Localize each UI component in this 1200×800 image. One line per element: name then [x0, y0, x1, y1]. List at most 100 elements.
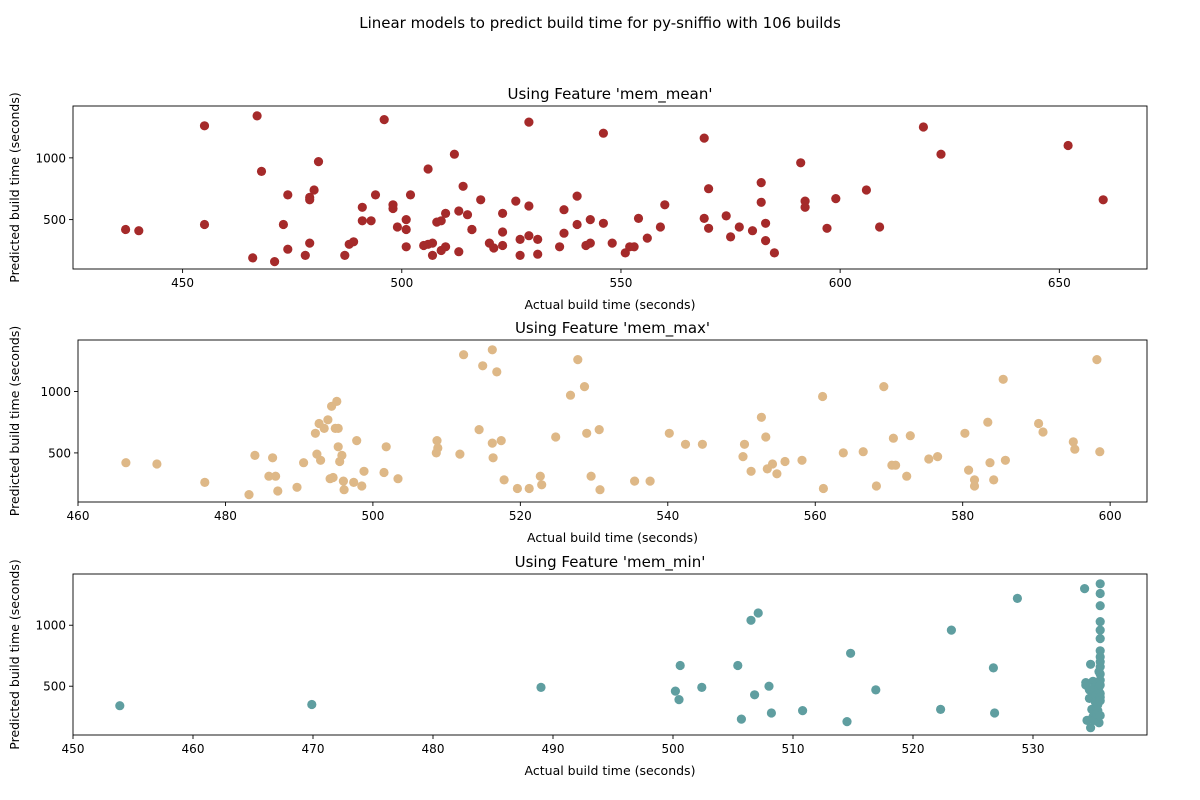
- data-point: [595, 485, 605, 495]
- data-point: [305, 238, 315, 248]
- data-point: [283, 244, 293, 254]
- data-point: [392, 222, 402, 232]
- data-point: [1095, 588, 1105, 599]
- data-point: [474, 425, 484, 435]
- subplot-title: Using Feature 'mem_mean': [508, 85, 713, 104]
- data-point: [1034, 418, 1044, 429]
- data-point: [496, 436, 506, 446]
- x-tick-label: 560: [804, 509, 827, 523]
- data-point: [455, 449, 465, 459]
- x-tick-label: 540: [656, 509, 679, 523]
- y-tick-label: 500: [43, 213, 66, 227]
- axes-frame: [77, 339, 1148, 503]
- data-point: [988, 663, 999, 673]
- x-tick-label: 470: [302, 742, 325, 756]
- data-point: [449, 149, 459, 159]
- data-point: [533, 249, 543, 259]
- data-point: [524, 483, 534, 494]
- data-point: [535, 471, 545, 481]
- data-point: [423, 164, 433, 174]
- y-tick-label: 1000: [35, 619, 66, 633]
- data-point: [607, 238, 617, 248]
- data-point: [983, 417, 993, 427]
- data-point: [753, 608, 763, 618]
- data-point: [1095, 617, 1105, 627]
- data-point: [875, 222, 885, 232]
- data-point: [499, 475, 509, 485]
- data-point: [1080, 584, 1090, 594]
- data-point: [467, 224, 477, 235]
- data-point: [256, 166, 267, 176]
- data-point: [924, 454, 934, 464]
- data-point: [454, 206, 464, 216]
- data-point: [152, 459, 162, 469]
- data-point: [582, 428, 592, 438]
- data-point: [401, 215, 411, 225]
- data-point: [846, 648, 856, 658]
- data-point: [316, 455, 326, 465]
- data-point: [871, 685, 881, 695]
- data-point: [769, 248, 780, 258]
- data-point: [697, 439, 708, 449]
- data-point: [721, 211, 731, 221]
- data-point: [273, 486, 283, 496]
- data-point: [756, 412, 767, 422]
- data-point: [1095, 625, 1105, 635]
- x-tick-label: 460: [182, 742, 205, 756]
- data-point: [738, 452, 748, 462]
- data-point: [1063, 140, 1073, 151]
- data-point: [660, 200, 670, 210]
- data-point: [310, 428, 320, 438]
- data-point: [985, 458, 995, 468]
- data-point: [536, 682, 546, 693]
- data-point: [746, 615, 756, 625]
- data-point: [379, 115, 389, 125]
- data-point: [427, 238, 438, 248]
- data-point: [902, 471, 912, 481]
- data-point: [598, 128, 609, 138]
- data-point: [675, 660, 685, 671]
- x-tick-label: 600: [1099, 509, 1122, 523]
- data-point: [1092, 355, 1102, 365]
- x-tick-label: 500: [662, 742, 685, 756]
- data-point: [551, 432, 561, 442]
- data-point: [388, 200, 398, 210]
- x-tick-label: 490: [542, 742, 565, 756]
- x-tick-label: 450: [62, 742, 85, 756]
- y-axis-label: Predicted build time (seconds): [7, 92, 22, 282]
- data-point: [199, 219, 210, 230]
- data-point: [936, 149, 946, 159]
- data-point: [1012, 593, 1023, 604]
- x-tick-label: 460: [67, 509, 90, 523]
- data-point: [462, 210, 473, 220]
- y-axis-label: Predicted build time (seconds): [7, 326, 22, 516]
- data-point: [349, 237, 359, 247]
- data-point: [572, 191, 582, 201]
- data-point: [352, 436, 362, 446]
- data-point: [766, 708, 777, 718]
- data-point: [379, 467, 389, 478]
- data-point: [357, 202, 367, 212]
- data-point: [739, 439, 750, 449]
- data-point: [524, 231, 534, 241]
- data-point: [459, 350, 469, 360]
- data-point: [1095, 696, 1105, 706]
- x-axis-label: Actual build time (seconds): [525, 763, 696, 778]
- subplot-1: Using Feature 'mem_mean' 450 500 550 600 650 5…: [7, 85, 1148, 312]
- data-point: [248, 253, 258, 263]
- data-point: [338, 476, 348, 486]
- data-point: [370, 190, 381, 200]
- data-points: [121, 111, 1108, 267]
- data-point: [305, 195, 315, 205]
- x-axis-label: Actual build time (seconds): [525, 297, 696, 312]
- data-point: [699, 133, 709, 143]
- data-point: [750, 690, 760, 700]
- subplot-title: Using Feature 'mem_max': [515, 319, 710, 338]
- data-point: [292, 482, 302, 492]
- data-point: [1095, 680, 1105, 690]
- data-point: [512, 483, 523, 494]
- data-point: [871, 481, 882, 491]
- x-tick-label: 450: [171, 276, 194, 290]
- data-point: [115, 701, 125, 711]
